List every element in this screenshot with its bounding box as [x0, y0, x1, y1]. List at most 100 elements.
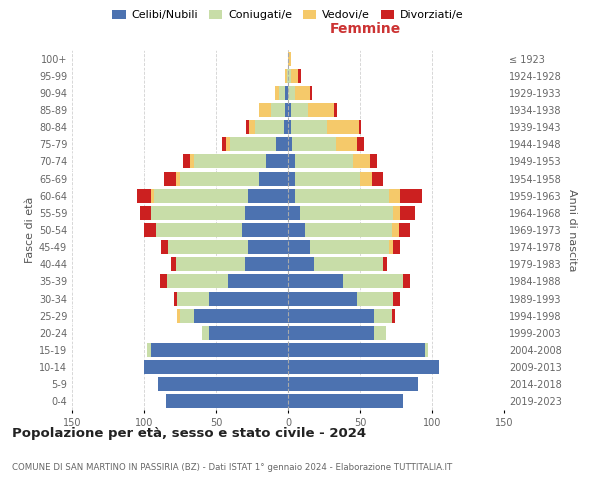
Bar [266, 154, 288, 168]
Legend: Celibi/Nubili, Coniugati/e, Vedovi/e, Divorziati/e: Celibi/Nubili, Coniugati/e, Vedovi/e, Di… [108, 5, 468, 24]
Bar [393, 206, 400, 220]
Bar [288, 343, 425, 357]
Bar [161, 240, 169, 254]
Bar [176, 258, 245, 272]
Bar [166, 394, 288, 408]
Bar [288, 138, 292, 151]
Text: Femmine: Femmine [330, 22, 401, 36]
Bar [285, 68, 287, 82]
Bar [288, 394, 403, 408]
Bar [248, 188, 288, 202]
Bar [202, 326, 209, 340]
Bar [194, 154, 266, 168]
Bar [389, 188, 400, 202]
Bar [288, 308, 374, 322]
Bar [259, 172, 288, 185]
Bar [280, 86, 285, 100]
Bar [305, 223, 392, 237]
Bar [288, 206, 299, 220]
Bar [248, 240, 288, 254]
Bar [374, 308, 392, 322]
Bar [288, 240, 310, 254]
Bar [209, 326, 288, 340]
Bar [288, 154, 295, 168]
Bar [389, 240, 393, 254]
Bar [310, 240, 389, 254]
Bar [374, 326, 386, 340]
Bar [334, 103, 337, 117]
Bar [298, 68, 301, 82]
Bar [180, 172, 259, 185]
Bar [392, 223, 399, 237]
Bar [288, 223, 305, 237]
Bar [242, 223, 288, 237]
Bar [359, 120, 361, 134]
Bar [151, 188, 154, 202]
Bar [169, 240, 248, 254]
Bar [190, 154, 194, 168]
Bar [137, 188, 151, 202]
Y-axis label: Anni di nascita: Anni di nascita [567, 188, 577, 271]
Bar [308, 103, 334, 117]
Bar [222, 138, 226, 151]
Bar [174, 292, 177, 306]
Bar [177, 308, 180, 322]
Bar [295, 86, 310, 100]
Bar [285, 86, 288, 100]
Bar [288, 86, 295, 100]
Bar [288, 52, 291, 66]
Bar [288, 258, 314, 272]
Bar [371, 172, 383, 185]
Bar [160, 274, 167, 288]
Bar [399, 223, 410, 237]
Bar [183, 154, 190, 168]
Bar [227, 274, 288, 288]
Bar [357, 138, 364, 151]
Bar [287, 68, 288, 82]
Bar [288, 120, 291, 134]
Bar [295, 172, 360, 185]
Bar [172, 258, 176, 272]
Bar [245, 206, 288, 220]
Bar [291, 103, 308, 117]
Bar [291, 120, 327, 134]
Bar [370, 154, 377, 168]
Bar [288, 103, 291, 117]
Bar [335, 138, 357, 151]
Bar [158, 378, 288, 392]
Bar [310, 86, 313, 100]
Bar [177, 292, 209, 306]
Bar [176, 172, 180, 185]
Bar [383, 258, 388, 272]
Bar [194, 308, 288, 322]
Bar [295, 188, 389, 202]
Bar [140, 206, 151, 220]
Bar [259, 103, 271, 117]
Bar [285, 103, 288, 117]
Bar [357, 292, 393, 306]
Bar [288, 360, 439, 374]
Bar [255, 120, 284, 134]
Bar [403, 274, 410, 288]
Bar [393, 240, 400, 254]
Bar [144, 223, 155, 237]
Y-axis label: Fasce di età: Fasce di età [25, 197, 35, 263]
Bar [249, 120, 255, 134]
Bar [291, 68, 298, 82]
Bar [275, 86, 280, 100]
Bar [343, 274, 403, 288]
Bar [164, 172, 176, 185]
Text: Popolazione per età, sesso e stato civile - 2024: Popolazione per età, sesso e stato civil… [12, 428, 366, 440]
Bar [400, 188, 422, 202]
Bar [209, 292, 288, 306]
Bar [392, 308, 395, 322]
Bar [299, 206, 393, 220]
Bar [425, 343, 428, 357]
Bar [288, 68, 291, 82]
Bar [151, 206, 245, 220]
Bar [295, 154, 353, 168]
Bar [288, 378, 418, 392]
Bar [154, 188, 248, 202]
Bar [288, 326, 374, 340]
Bar [288, 274, 343, 288]
